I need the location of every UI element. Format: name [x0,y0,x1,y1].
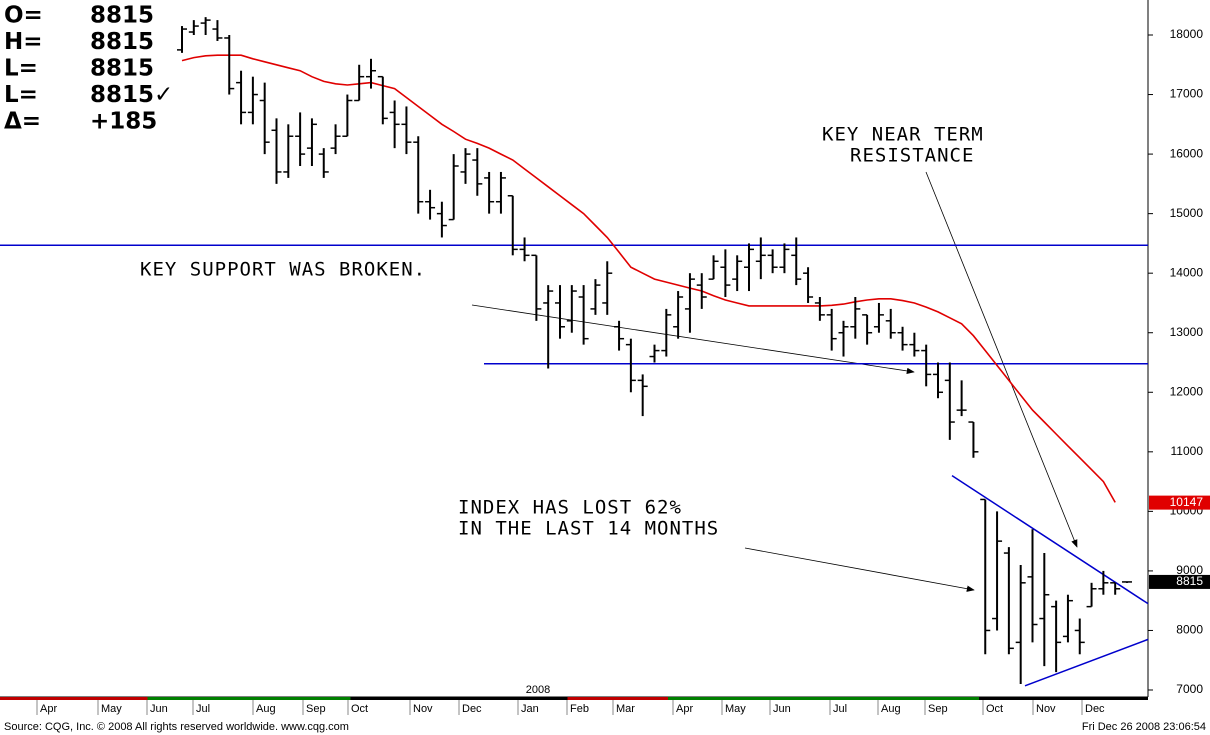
x-tick-label: Jan [521,703,539,715]
arrow [925,171,1078,548]
y-tick-label: 16000 [1170,146,1204,160]
y-tick-label: 15000 [1170,206,1204,220]
y-tick-label: 14000 [1170,265,1204,279]
annotation: INDEX HAS LOST 62% [458,497,682,519]
x-tick-label: Jul [833,703,847,715]
time-band [567,697,615,700]
x-tick-label: Aug [256,703,276,715]
stat-value: 8815 [90,29,154,55]
stat-label: O= [4,3,43,29]
time-band [722,697,771,700]
x-tick-label: Nov [1036,703,1056,715]
time-band [979,697,1033,700]
time-band [248,697,303,700]
stat-label: L= [4,56,38,82]
x-tick-label: Jun [150,703,168,715]
y-tick-label: 8000 [1176,623,1203,637]
time-band [350,697,404,700]
time-band [1033,697,1083,700]
x-tick-label: Dec [462,703,482,715]
y-tick-label: 17000 [1170,87,1204,101]
stat-value: 8815✓ [90,82,173,108]
stat-value: +185 [90,109,157,135]
stat-label: H= [4,29,43,55]
price-tag-label: 8815 [1176,574,1203,588]
x-tick-label: Dec [1085,703,1105,715]
x-tick-label: Feb [570,703,589,715]
time-band [1082,697,1148,700]
y-tick-label: 11000 [1171,444,1204,458]
price-tag-label: 10147 [1170,495,1204,509]
timestamp: Fri Dec 26 2008 23:06:54 [1082,721,1206,733]
x-tick-label: May [101,703,122,715]
x-tick-label: Jul [196,703,210,715]
x-tick-label: Oct [986,703,1003,715]
x-tick-label: May [725,703,746,715]
annotation: KEY NEAR TERM [822,124,984,146]
x-tick-label: Oct [351,703,368,715]
time-band [825,697,879,700]
time-band [926,697,979,700]
time-band [615,697,668,700]
time-band [0,697,93,700]
time-band [668,697,723,700]
x-tick-label: Jun [773,703,791,715]
trend-line [951,475,1149,605]
annotation: IN THE LAST 14 MONTHS [458,518,719,540]
price-tag [1149,495,1210,510]
time-band [513,697,568,700]
y-tick-label: 18000 [1170,27,1204,41]
y-tick-label: 7000 [1176,682,1203,696]
x-tick-label: Aug [881,703,901,715]
x-tick-label: Apr [40,703,57,715]
stat-value: 8815 [90,56,154,82]
x-tick-label: Sep [306,703,326,715]
x-tick-label: Mar [616,703,635,715]
arrow [471,304,915,375]
annotation: RESISTANCE [850,145,974,167]
y-tick-label: 9000 [1176,563,1203,577]
stat-value: 8815 [90,3,154,29]
price-tag [1149,574,1210,589]
time-band [879,697,927,700]
time-band [195,697,248,700]
stat-label: L= [4,82,38,108]
time-band [92,697,148,700]
time-band [147,697,195,700]
y-tick-label: 12000 [1170,384,1204,398]
y-tick-label: 13000 [1170,325,1204,339]
arrow [744,547,975,592]
year-label: 2008 [526,684,550,696]
stat-label: Δ= [4,109,41,135]
x-tick-label: Nov [413,703,433,715]
trend-line [1024,638,1149,687]
source: Source: CQG, Inc. © 2008 All rights rese… [4,721,349,733]
time-band [459,697,514,700]
x-tick-label: Sep [928,703,948,715]
moving-average [181,54,1116,503]
x-tick-label: Apr [676,703,693,715]
time-band [404,697,460,700]
annotation: KEY SUPPORT WAS BROKEN. [140,259,426,281]
time-band [771,697,825,700]
time-band [303,697,351,700]
